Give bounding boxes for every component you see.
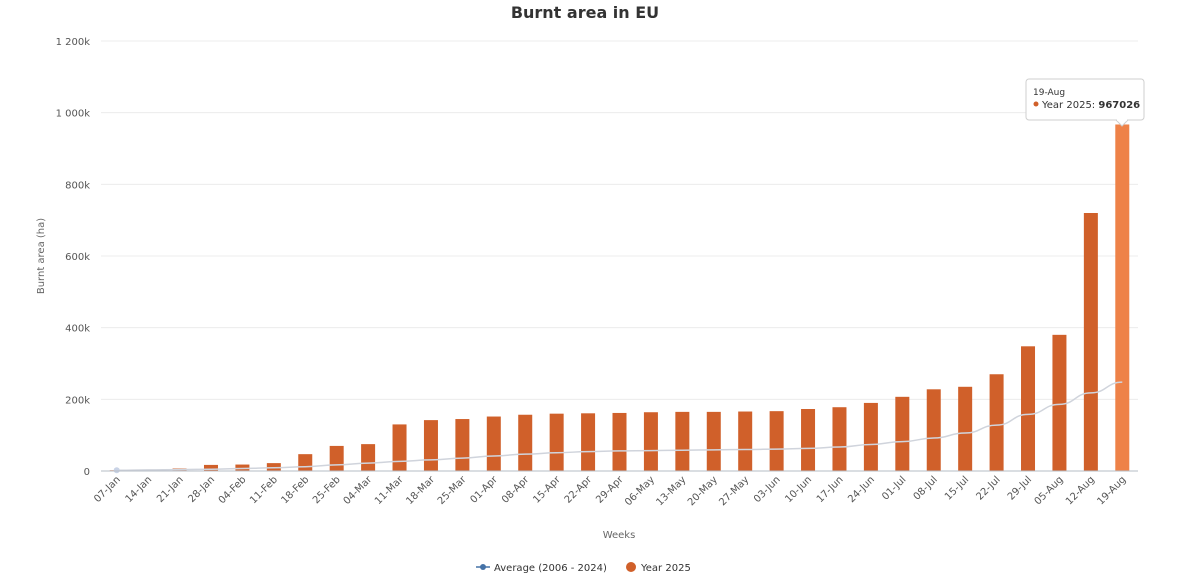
x-tick-label: 18-Feb <box>280 474 312 506</box>
x-tick-label: 17-Jun <box>815 474 846 505</box>
average-line <box>116 381 1123 472</box>
bar-15-jul[interactable] <box>958 386 973 471</box>
bar-series-year-2025 <box>109 124 1130 471</box>
x-axis-ticks: 07-Jan 14-Jan 21-Jan 28-Jan 04-Feb 11-Feb 18-F… <box>92 474 1128 509</box>
y-tick-label: 1 000k <box>56 109 91 120</box>
bar-08-apr[interactable] <box>518 414 533 471</box>
y-tick-label: 0 <box>84 467 90 478</box>
bar-25-feb[interactable] <box>329 445 344 471</box>
x-tick-label: 19-Aug <box>1095 474 1128 507</box>
bar-04-mar[interactable] <box>361 444 376 471</box>
x-tick-label: 28-Jan <box>186 474 217 505</box>
bar-06-may[interactable] <box>643 412 658 471</box>
tooltip-series-label: Year 2025: <box>1041 100 1098 111</box>
x-tick-label: 10-Jun <box>783 474 814 505</box>
bar-22-jul[interactable] <box>989 374 1004 471</box>
bar-05-aug[interactable] <box>1052 334 1067 471</box>
x-tick-label: 11-Mar <box>373 474 406 507</box>
x-tick-label: 01-Apr <box>469 474 501 506</box>
bar-29-apr[interactable] <box>612 412 627 471</box>
x-tick-label: 11-Feb <box>248 474 280 506</box>
y-axis-ticks: 0 200k 400k 600k 800k 1 000k 1 200k <box>56 37 91 478</box>
line-series-average <box>113 381 1123 474</box>
bar-19-aug[interactable] <box>1115 124 1130 471</box>
x-tick-label: 03-Jun <box>752 474 783 505</box>
x-tick-label: 24-Jun <box>846 474 877 505</box>
tooltip-value: 967026 <box>1098 100 1140 111</box>
x-tick-label: 04-Mar <box>342 474 375 507</box>
x-tick-label: 12-Aug <box>1064 474 1097 507</box>
tooltip-series-marker-icon <box>1033 101 1039 107</box>
bar-03-jun[interactable] <box>769 411 784 471</box>
x-tick-label: 22-Apr <box>563 474 595 506</box>
x-tick-label: 01-Jul <box>880 474 908 502</box>
y-tick-label: 1 200k <box>56 37 91 48</box>
bar-08-jul[interactable] <box>926 389 941 471</box>
bar-18-mar[interactable] <box>423 420 438 471</box>
tooltip: 19-Aug Year 2025: 967026 <box>1025 78 1145 127</box>
x-tick-label: 15-Jul <box>943 474 971 502</box>
bar-28-jan[interactable] <box>203 464 218 471</box>
average-point[interactable] <box>113 467 120 474</box>
x-tick-label: 07-Jan <box>92 474 123 505</box>
x-tick-label: 29-Apr <box>594 474 626 506</box>
bar-12-aug[interactable] <box>1083 213 1098 471</box>
bar-22-apr[interactable] <box>581 413 596 471</box>
y-tick-label: 400k <box>65 324 90 335</box>
x-tick-label: 06-May <box>623 474 657 508</box>
chart-title: Burnt area in EU <box>511 3 659 22</box>
tooltip-box <box>1025 78 1145 121</box>
x-tick-label: 25-Mar <box>436 474 469 507</box>
x-tick-label: 15-Apr <box>531 474 563 506</box>
x-tick-label: 08-Jul <box>912 474 940 502</box>
y-tick-label: 800k <box>65 180 90 191</box>
x-tick-label: 08-Apr <box>500 474 532 506</box>
x-tick-label: 18-Mar <box>404 474 437 507</box>
bar-11-mar[interactable] <box>392 424 407 471</box>
bar-01-jul[interactable] <box>895 396 910 471</box>
bar-10-jun[interactable] <box>801 409 816 471</box>
y-tick-label: 600k <box>65 252 90 263</box>
tooltip-date: 19-Aug <box>1033 88 1065 98</box>
legend: Average (2006 - 2024) Year 2025 <box>476 562 691 574</box>
bar-20-may[interactable] <box>706 411 721 471</box>
bar-24-jun[interactable] <box>863 402 878 471</box>
x-tick-label: 04-Feb <box>217 474 249 506</box>
x-tick-label: 21-Jan <box>155 474 186 505</box>
x-tick-label: 05-Aug <box>1033 474 1066 507</box>
legend-label-year-2025: Year 2025 <box>640 563 691 574</box>
legend-label-average: Average (2006 - 2024) <box>494 563 607 574</box>
x-tick-label: 25-Feb <box>311 474 343 506</box>
x-tick-label: 22-Jul <box>974 474 1002 502</box>
tooltip-series-text: Year 2025: 967026 <box>1041 100 1140 111</box>
bar-15-apr[interactable] <box>549 413 564 471</box>
legend-average-marker-icon <box>480 564 486 570</box>
legend-year-2025-marker-icon <box>626 562 636 572</box>
bar-17-jun[interactable] <box>832 407 847 471</box>
bar-27-may[interactable] <box>738 411 753 471</box>
x-tick-label: 14-Jan <box>124 474 155 505</box>
x-tick-label: 13-May <box>655 474 689 508</box>
bar-13-may[interactable] <box>675 411 690 471</box>
legend-item-average[interactable]: Average (2006 - 2024) <box>476 563 607 574</box>
legend-item-year-2025[interactable]: Year 2025 <box>626 562 691 574</box>
bar-01-apr[interactable] <box>486 416 501 471</box>
x-axis-label: Weeks <box>603 530 636 541</box>
y-tick-label: 200k <box>65 395 90 406</box>
y-axis-label: Burnt area (ha) <box>36 218 47 294</box>
x-tick-label: 20-May <box>686 474 720 508</box>
bar-29-jul[interactable] <box>1021 346 1036 471</box>
bar-25-mar[interactable] <box>455 419 470 471</box>
x-tick-label: 27-May <box>717 474 751 508</box>
x-tick-label: 29-Jul <box>1006 474 1034 502</box>
bar-18-feb[interactable] <box>298 454 313 471</box>
grid-lines <box>101 40 1138 400</box>
